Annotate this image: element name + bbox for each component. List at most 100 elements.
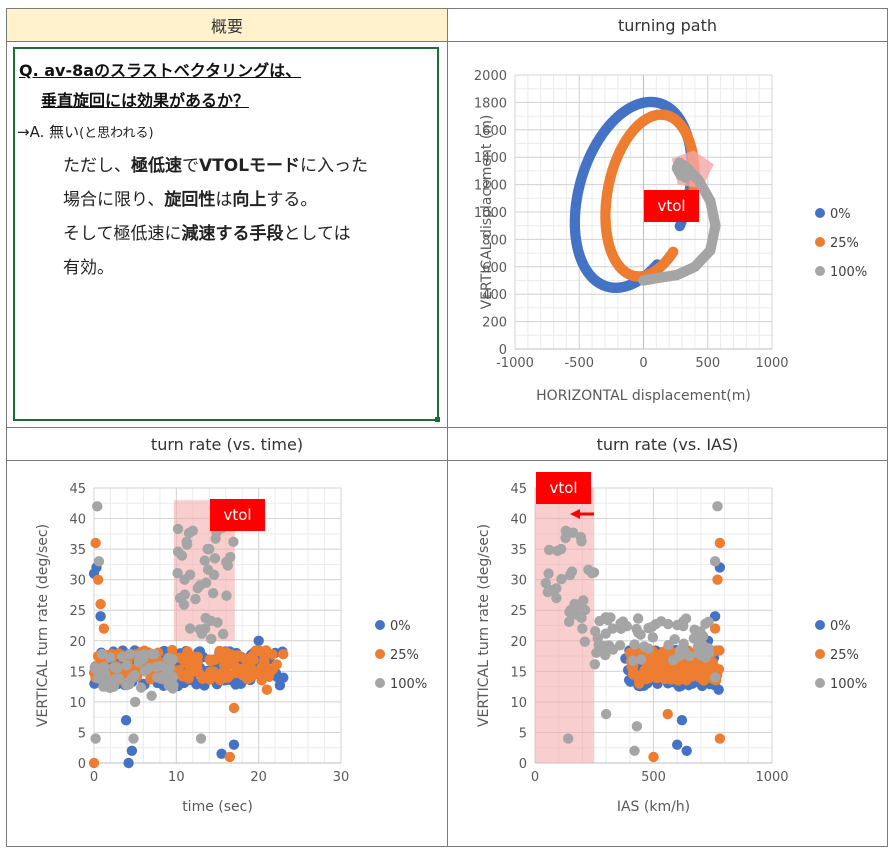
- series-point-0%: [274, 680, 286, 691]
- turning-path-header: turning path: [448, 9, 887, 42]
- y-tick-label: 40: [69, 513, 86, 528]
- series-point-100%: [98, 661, 110, 673]
- series-point-100%: [551, 583, 562, 594]
- series-point-100%: [163, 680, 175, 691]
- series-point-0%: [95, 611, 106, 622]
- series-point-100%: [631, 721, 643, 732]
- series-point-0%: [120, 715, 132, 726]
- legend-marker: [815, 649, 825, 659]
- y-tick-label: 2000: [474, 69, 507, 84]
- emphasis-text: 極低速: [131, 156, 182, 176]
- series-point-100%: [603, 640, 615, 651]
- series-point-25%: [207, 667, 218, 678]
- series-point-100%: [146, 648, 158, 660]
- emphasis-text: 減速する手段: [181, 224, 284, 244]
- series-point-100%: [96, 648, 108, 660]
- series-point-100%: [204, 543, 215, 555]
- series-point-100%: [92, 673, 103, 684]
- series-point-100%: [209, 553, 221, 564]
- answer-body-line: ただし、極低速でVTOLモードに入った: [63, 151, 368, 176]
- resize-handle[interactable]: [435, 417, 440, 422]
- series-point-25%: [271, 659, 282, 670]
- body-text: する。: [266, 190, 318, 210]
- summary-textbox: Q. av-8aのスラストベクタリングは、 垂直旋回には効果があるか？ →A. …: [13, 47, 440, 422]
- answer-body-line: 有効。: [63, 253, 114, 278]
- series-point-100%: [542, 586, 554, 598]
- y-tick-label: 10: [69, 696, 86, 711]
- series-point-100%: [678, 620, 689, 632]
- series-point-100%: [695, 626, 706, 637]
- vtol-label-box: [536, 472, 591, 504]
- legend-label: 0%: [830, 207, 851, 222]
- series-point-25%: [261, 684, 273, 695]
- legend-marker: [375, 678, 385, 688]
- series-point-25%: [228, 702, 240, 714]
- y-tick-label: 800: [482, 233, 507, 248]
- series-point-25%: [247, 664, 258, 675]
- series-point-100%: [134, 651, 145, 663]
- y-tick-label: 1000: [474, 206, 507, 221]
- y-tick-label: 10: [510, 696, 527, 711]
- y-axis-title: VERTICAL turn rate (deg/sec): [35, 524, 51, 727]
- question-line-2: 垂直旋回には効果があるか？: [41, 91, 250, 110]
- body-text: で: [182, 156, 199, 176]
- summary-header: 概要: [7, 9, 447, 42]
- x-tick-label: 500: [695, 356, 720, 371]
- series-point-100%: [594, 615, 605, 627]
- series-point-100%: [163, 652, 174, 664]
- direction-arrow-head: [570, 509, 580, 519]
- vtol-label: vtol: [657, 197, 685, 215]
- x-tick-label: 20: [250, 770, 267, 785]
- series-point-100%: [174, 592, 186, 604]
- series-point-100%: [128, 733, 139, 744]
- emphasis-text: 向上: [232, 190, 267, 210]
- series-point-100%: [195, 733, 207, 744]
- series-point-100%: [586, 567, 598, 579]
- series-point-25%: [697, 663, 709, 675]
- body-text: 有効。: [63, 258, 114, 278]
- series-point-25%: [232, 663, 243, 674]
- series-point-100%: [543, 544, 555, 556]
- y-tick-label: 600: [482, 261, 507, 276]
- y-tick-label: 0: [499, 343, 507, 358]
- series-point-100%: [589, 659, 601, 670]
- series-point-25%: [184, 659, 195, 670]
- turn-rate-ias-chart: 0 500 1000 0 5 10 15 20 25 30 35 40 45 IAS (km/h) VERT…: [476, 472, 867, 815]
- y-tick-label: 400: [482, 288, 507, 303]
- series-point-100%: [135, 682, 147, 693]
- series-point-100%: [93, 556, 105, 567]
- series-point-100%: [146, 690, 157, 701]
- turn-rate-ias-header: turn rate (vs. IAS): [448, 428, 887, 461]
- series-point-100%: [632, 627, 644, 638]
- series-point-25%: [248, 654, 259, 666]
- series-point-25%: [98, 623, 110, 634]
- series-point-100%: [639, 641, 650, 652]
- turning-path-panel: turning path -1000 -500 0 500 1000 0 200 400 600…: [447, 8, 888, 428]
- turn-rate-time-chart: 0 10 20 30 0 5 10 15 20 25 30 35 40 45 time (sec) VERTI…: [35, 482, 427, 815]
- turn-rate-ias-panel: turn rate (vs. IAS) 0 500 1000 0 5 10 15 20 25 30…: [447, 427, 888, 847]
- x-axis-title: IAS (km/h): [617, 799, 690, 815]
- x-tick-label: 10: [168, 770, 185, 785]
- legend-label: 100%: [830, 265, 867, 280]
- y-tick-label: 30: [510, 574, 527, 589]
- legend-marker: [815, 678, 825, 688]
- legend-marker: [815, 208, 825, 218]
- series-point-25%: [679, 672, 690, 683]
- series-point-100%: [576, 612, 587, 624]
- path-point-100%: [680, 172, 691, 183]
- turning-path-chart: -1000 -500 0 500 1000 0 200 400 600 800 1000 1200 14…: [474, 69, 867, 404]
- y-tick-label: 15: [69, 665, 86, 680]
- series-point-100%: [187, 525, 198, 536]
- series-point-25%: [90, 537, 101, 549]
- y-tick-label: 0: [78, 757, 86, 772]
- series-point-100%: [179, 574, 190, 585]
- series-point-100%: [181, 536, 192, 548]
- series-point-100%: [228, 536, 239, 548]
- series-point-100%: [90, 663, 101, 674]
- legend-label: 0%: [830, 619, 851, 634]
- turn-rate-time-header: turn rate (vs. time): [7, 428, 447, 461]
- series-point-100%: [109, 661, 120, 673]
- x-tick-label: 1000: [755, 356, 788, 371]
- series-point-100%: [602, 614, 613, 626]
- series-point-100%: [172, 523, 184, 535]
